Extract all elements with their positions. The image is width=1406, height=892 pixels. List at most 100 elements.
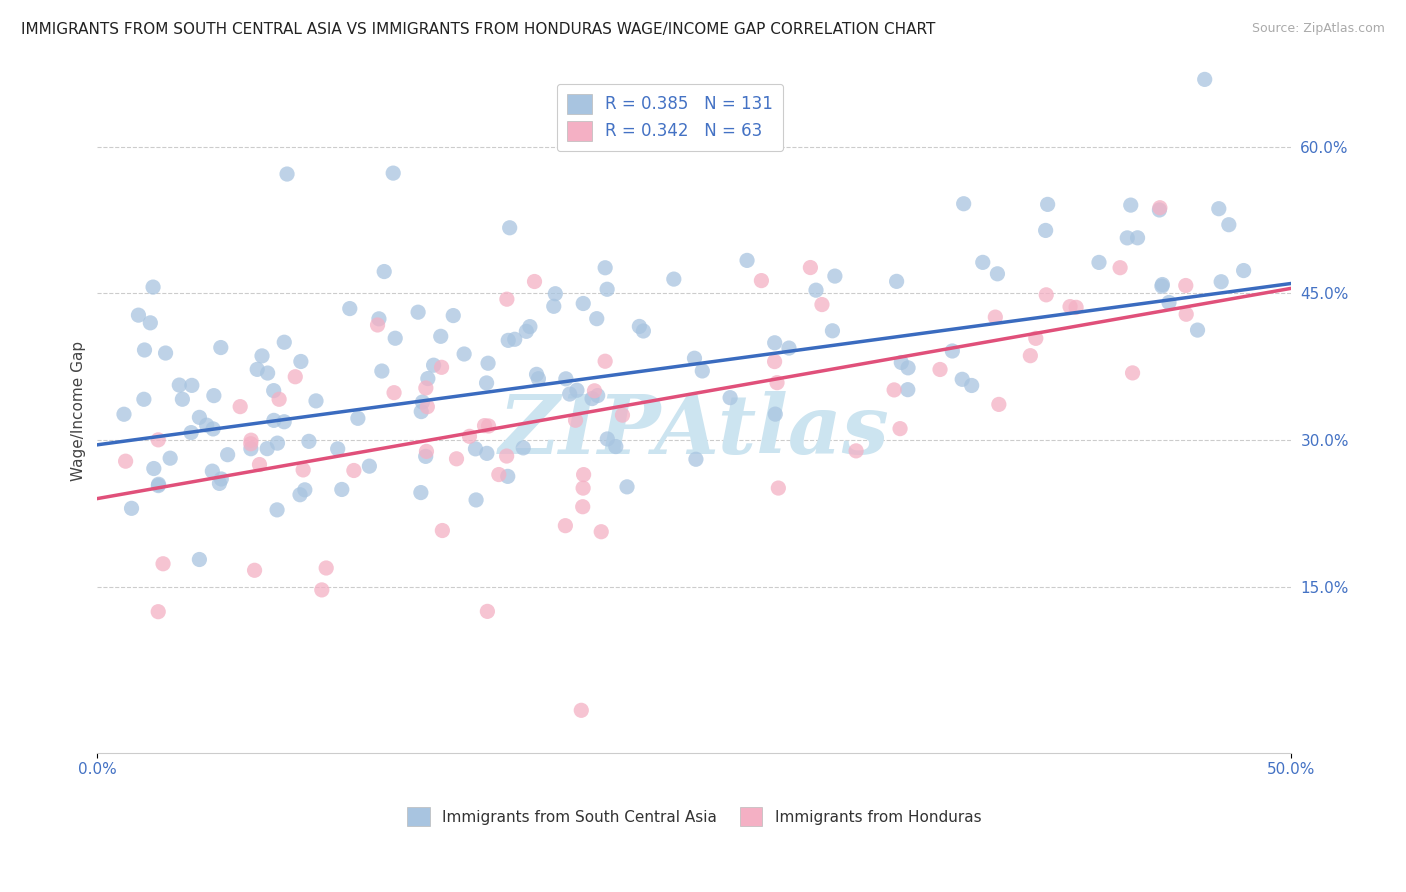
Point (266, 503, 288, 517)
Point (465, 492, 488, 507)
Point (273, 335, 295, 350)
Point (950, 372, 973, 386)
Point (633, 324, 655, 338)
Point (824, 269, 846, 284)
Point (735, 253, 758, 268)
Point (591, 524, 613, 539)
Point (581, 392, 603, 406)
Text: ZIPAtlas: ZIPAtlas (499, 391, 890, 471)
Point (1119, 198, 1142, 212)
Point (315, 561, 337, 575)
Point (1194, 72, 1216, 87)
Point (148, 605, 170, 619)
Point (195, 418, 218, 433)
Point (778, 341, 800, 355)
Point (941, 343, 963, 358)
Point (430, 360, 453, 375)
Point (152, 557, 174, 571)
Point (897, 383, 920, 397)
Point (209, 341, 232, 355)
Point (1035, 288, 1057, 302)
Point (239, 436, 262, 450)
Point (519, 319, 541, 334)
Point (763, 335, 786, 350)
Point (249, 458, 271, 472)
Point (263, 413, 285, 427)
Point (572, 467, 595, 482)
Point (446, 451, 468, 466)
Point (960, 378, 983, 392)
Point (382, 385, 405, 400)
Point (1149, 202, 1171, 217)
Point (972, 255, 994, 269)
Point (554, 518, 576, 533)
Point (475, 446, 498, 460)
Point (416, 371, 439, 385)
Point (768, 481, 790, 495)
Point (1157, 295, 1180, 310)
Point (217, 448, 239, 462)
Point (683, 351, 706, 366)
Point (112, 407, 135, 421)
Point (886, 274, 908, 288)
Point (477, 419, 499, 434)
Point (565, 383, 588, 397)
Point (1233, 263, 1256, 277)
Point (339, 301, 361, 316)
Point (503, 332, 526, 346)
Point (512, 441, 534, 455)
Point (1126, 231, 1149, 245)
Point (1064, 301, 1087, 315)
Point (373, 264, 395, 278)
Point (495, 449, 517, 463)
Point (429, 329, 451, 343)
Point (593, 354, 616, 368)
Point (411, 404, 433, 418)
Point (845, 443, 868, 458)
Point (596, 432, 619, 446)
Point (821, 324, 844, 338)
Point (1174, 278, 1197, 293)
Point (368, 311, 391, 326)
Point (496, 292, 519, 306)
Point (1035, 223, 1057, 237)
Point (134, 343, 156, 357)
Point (384, 331, 406, 345)
Point (718, 391, 741, 405)
Point (690, 364, 713, 378)
Point (564, 413, 586, 427)
Point (612, 408, 634, 422)
Point (263, 384, 285, 398)
Point (1187, 323, 1209, 337)
Point (515, 324, 537, 338)
Point (952, 196, 974, 211)
Point (616, 480, 638, 494)
Point (883, 383, 905, 397)
Point (685, 452, 707, 467)
Point (1175, 307, 1198, 321)
Point (474, 418, 496, 433)
Point (367, 318, 389, 332)
Point (294, 483, 316, 497)
Point (229, 400, 252, 414)
Point (890, 355, 912, 369)
Point (132, 392, 155, 407)
Point (984, 310, 1007, 325)
Point (1150, 279, 1173, 293)
Point (343, 463, 366, 477)
Point (201, 464, 224, 478)
Point (269, 392, 291, 407)
Point (596, 282, 619, 296)
Point (799, 260, 821, 275)
Point (276, 167, 298, 181)
Point (1088, 255, 1111, 269)
Point (527, 372, 550, 386)
Point (202, 422, 225, 436)
Point (311, 582, 333, 597)
Point (751, 274, 773, 288)
Point (804, 283, 827, 297)
Point (496, 334, 519, 348)
Point (477, 356, 499, 370)
Point (558, 387, 581, 401)
Y-axis label: Wage/Income Gap: Wage/Income Gap (72, 341, 86, 481)
